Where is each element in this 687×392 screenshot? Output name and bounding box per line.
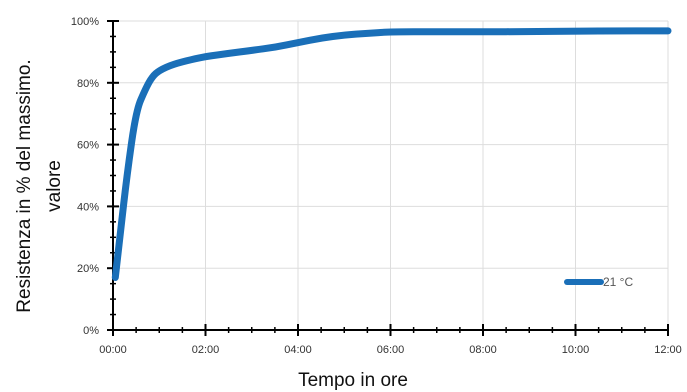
legend: 21 °C (564, 275, 633, 289)
y-tick-label: 0% (83, 325, 99, 337)
y-axis-title-line-1: Resistenza in % del massimo. (14, 59, 35, 312)
series-line (111, 27, 672, 281)
x-axis-title: Tempo in ore (298, 370, 408, 391)
y-tick-label: 100% (71, 16, 99, 28)
y-tick-label: 60% (77, 140, 99, 152)
x-tick-label: 02:00 (192, 344, 220, 356)
legend-label: 21 °C (603, 275, 633, 289)
y-axis-title-line-2: valore (44, 160, 65, 212)
x-tick-label: 10:00 (562, 344, 590, 356)
series-layer (111, 27, 672, 281)
grid (113, 20, 669, 330)
x-tick-label: 08:00 (469, 344, 497, 356)
x-tick-label: 06:00 (377, 344, 405, 356)
ticks (107, 20, 669, 336)
x-tick-label: 04:00 (284, 344, 312, 356)
x-tick-label: 00:00 (99, 344, 127, 356)
y-tick-label: 40% (77, 201, 99, 213)
y-tick-label: 80% (77, 78, 99, 90)
y-tick-label: 20% (77, 263, 99, 275)
x-tick-label: 12:00 (654, 344, 682, 356)
tick-labels: 0% 20% 40% 60% 80% 100% 00:00 02:00 04:00 06:00 08… (71, 16, 682, 356)
